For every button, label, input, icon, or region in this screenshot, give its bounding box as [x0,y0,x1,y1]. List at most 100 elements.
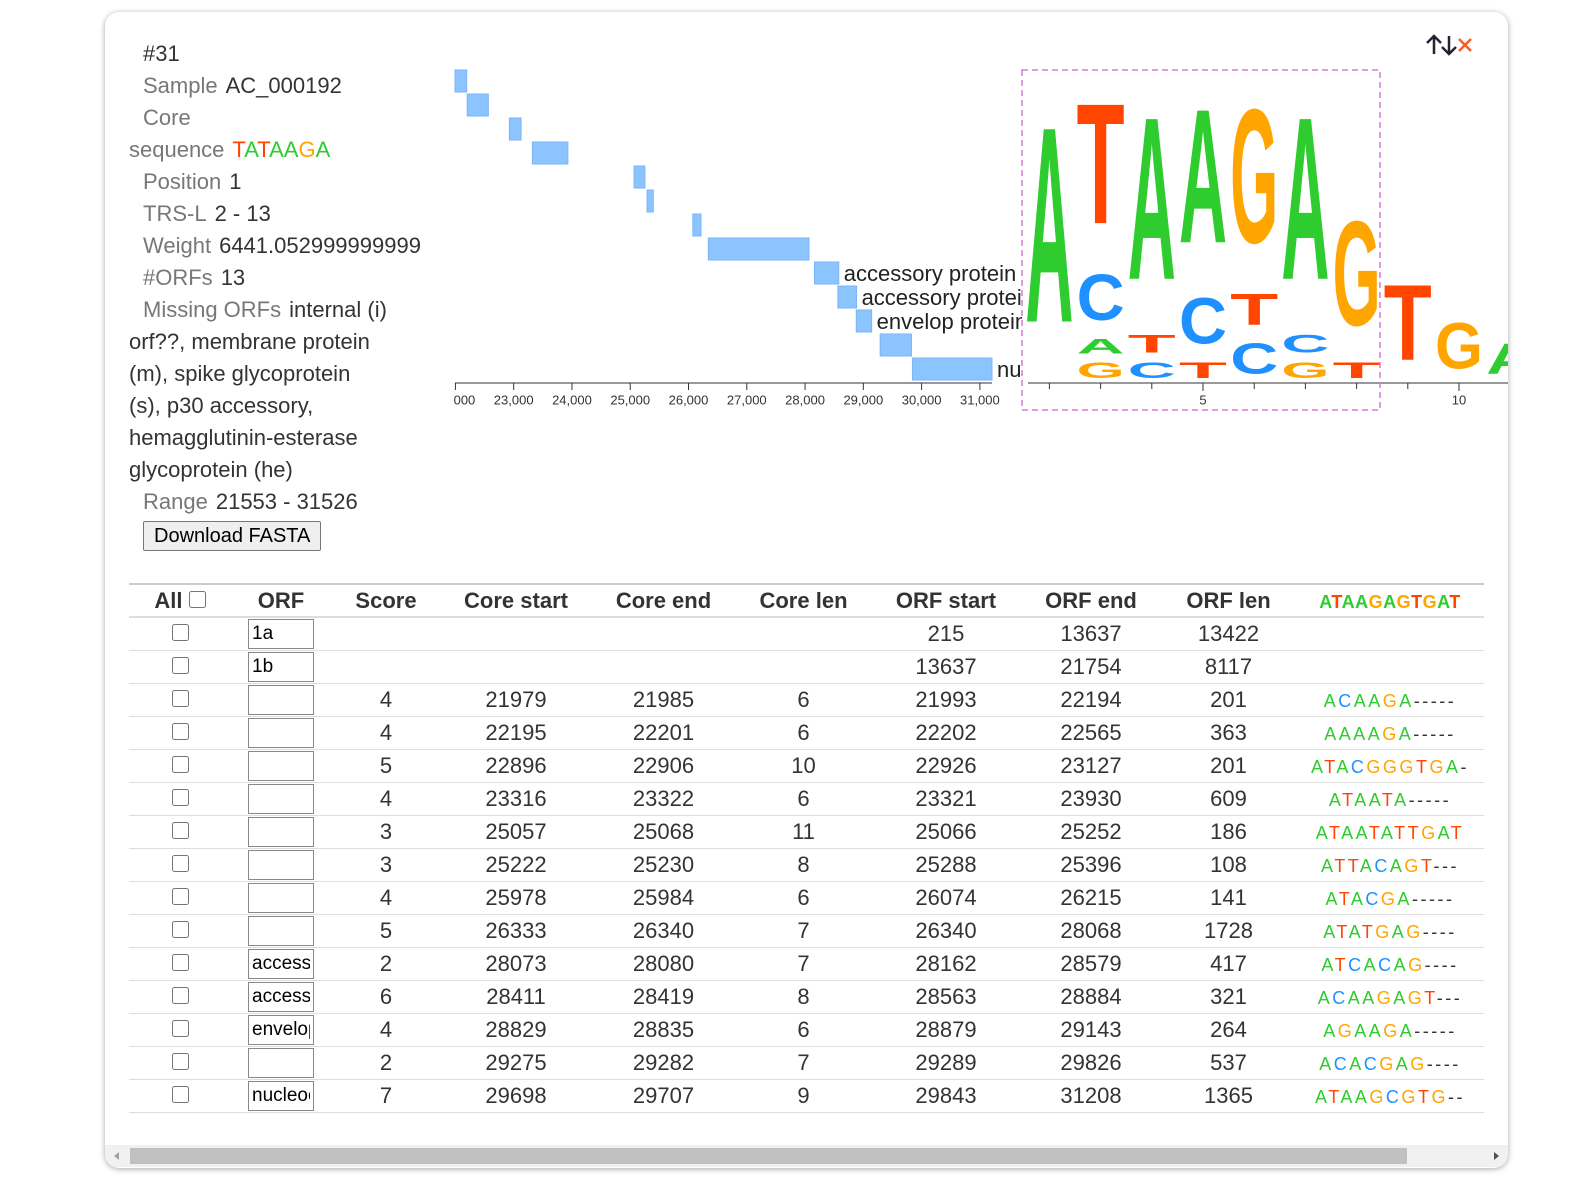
cell-value: 23316 [485,786,547,811]
row-checkbox[interactable] [171,954,189,971]
cell [231,815,331,849]
cell-value: 23930 [1060,786,1122,811]
row-checkbox[interactable] [171,789,189,806]
cell: 5 [331,914,441,948]
orf-name-input[interactable] [248,850,314,880]
column-header: Core len [736,583,871,618]
column-header: ATAAGAGTGAT [1296,583,1484,618]
select-all-checkbox[interactable] [188,590,206,608]
cell [231,716,331,750]
cell-value: 417 [1210,951,1247,976]
field-value: internal (i) orf??, membrane protein (m)… [129,297,387,482]
aligned-sequence: ACAAGA----- [1323,691,1457,711]
cell [231,914,331,948]
row-checkbox[interactable] [171,855,189,872]
cell: 186 [1161,815,1296,849]
cell: 21985 [591,683,736,717]
cell: ATACGGGTGA- [1296,749,1484,783]
row-checkbox[interactable] [171,657,189,674]
aligned-sequence: ATAATA----- [1328,790,1452,810]
orf-name-input[interactable] [248,685,314,715]
cell [231,1013,331,1047]
orf-name-input[interactable] [248,1015,314,1045]
cell-value: 21754 [1060,654,1122,679]
download-button[interactable]: Download FASTA [143,521,322,551]
orf-name-input[interactable] [248,784,314,814]
row-checkbox[interactable] [171,888,189,905]
cell-value: 609 [1210,786,1247,811]
x-tick-label: 27,000 [727,392,767,407]
cell-value: 21979 [485,687,547,712]
logo-letter: C [1230,334,1278,383]
orf-table: All ORF Score Core start Core end Core len OR… [129,583,1484,1113]
cell-value: 186 [1210,819,1247,844]
orf-name-input[interactable] [248,619,314,649]
table-row: 13637 21754 8117 [129,650,1484,684]
column-title: Core end [615,587,712,613]
cell: 321 [1161,980,1296,1014]
table-row: 5 26333 26340 7 26340 28068 1728 ATATGAG---- [129,914,1484,948]
cell: 264 [1161,1013,1296,1047]
move-up-button[interactable] [1426,34,1442,54]
row-checkbox[interactable] [171,756,189,773]
horizontal-scrollbar[interactable] [105,1145,1508,1167]
orf-name-input[interactable] [248,751,314,781]
table-row: 215 13637 13422 [129,617,1484,651]
orf-name-input[interactable] [248,652,314,682]
cell-value: 3 [379,819,393,844]
cell: 8117 [1161,650,1296,684]
row-checkbox[interactable] [171,921,189,938]
orf-name-input[interactable] [248,817,314,847]
cell: 8 [736,848,871,882]
orf-name-input[interactable] [248,949,314,979]
cell: 29289 [871,1046,1021,1080]
cell: AGAAGA----- [1296,1013,1484,1047]
logo-background [1022,62,1508,432]
cell: 26340 [591,914,736,948]
cell: ACAAGAGT--- [1296,980,1484,1014]
cell-value: 3 [379,852,393,877]
logo-letter: G [1230,70,1278,284]
row-checkbox[interactable] [171,1053,189,1070]
column-title: All [154,587,183,613]
cell [231,980,331,1014]
logo-letter: C [1077,261,1125,335]
logo-letter: T [1333,358,1381,383]
logo-letter: A [1077,335,1125,358]
orf-name-input[interactable] [248,916,314,946]
field-label: #ORFs [143,265,213,290]
cell-value: 28068 [1060,918,1122,943]
cell: 7 [331,1079,441,1113]
field-label: Core sequence [129,105,225,162]
orf-bar [837,285,858,309]
cell: 23322 [591,782,736,816]
column-title: Score [355,587,417,613]
row-checkbox[interactable] [171,1020,189,1037]
cell-value: 29707 [632,1083,695,1108]
row-checkbox[interactable] [171,987,189,1004]
cell-value: 6 [797,720,810,745]
x-tick-label: 29,000 [843,392,883,407]
orf-name-input[interactable] [248,982,314,1012]
fields: Sample AC_000192 Core sequence TATAAGA Posit… [129,70,421,518]
orf-name-input[interactable] [248,1048,314,1078]
row-checkbox[interactable] [171,822,189,839]
orf-name-input[interactable] [248,718,314,748]
move-down-button[interactable] [1441,36,1457,56]
row-checkbox[interactable] [171,624,189,641]
aligned-sequence: ATATGAG---- [1323,922,1457,942]
column-title: Core start [464,587,568,613]
row-checkbox[interactable] [171,723,189,740]
cell-value: 4 [379,687,393,712]
close-button[interactable] [1458,38,1472,52]
cell: 26074 [871,881,1021,915]
cell: 363 [1161,716,1296,750]
scroll-thumb[interactable] [130,1148,1407,1164]
cell: 4 [331,683,441,717]
orf-name-input[interactable] [248,1081,314,1111]
cell-value: 29143 [1060,1017,1122,1042]
row-checkbox[interactable] [171,1086,189,1103]
orf-name-input[interactable] [248,883,314,913]
logo-letter: T [1128,330,1176,358]
row-checkbox[interactable] [171,690,189,707]
